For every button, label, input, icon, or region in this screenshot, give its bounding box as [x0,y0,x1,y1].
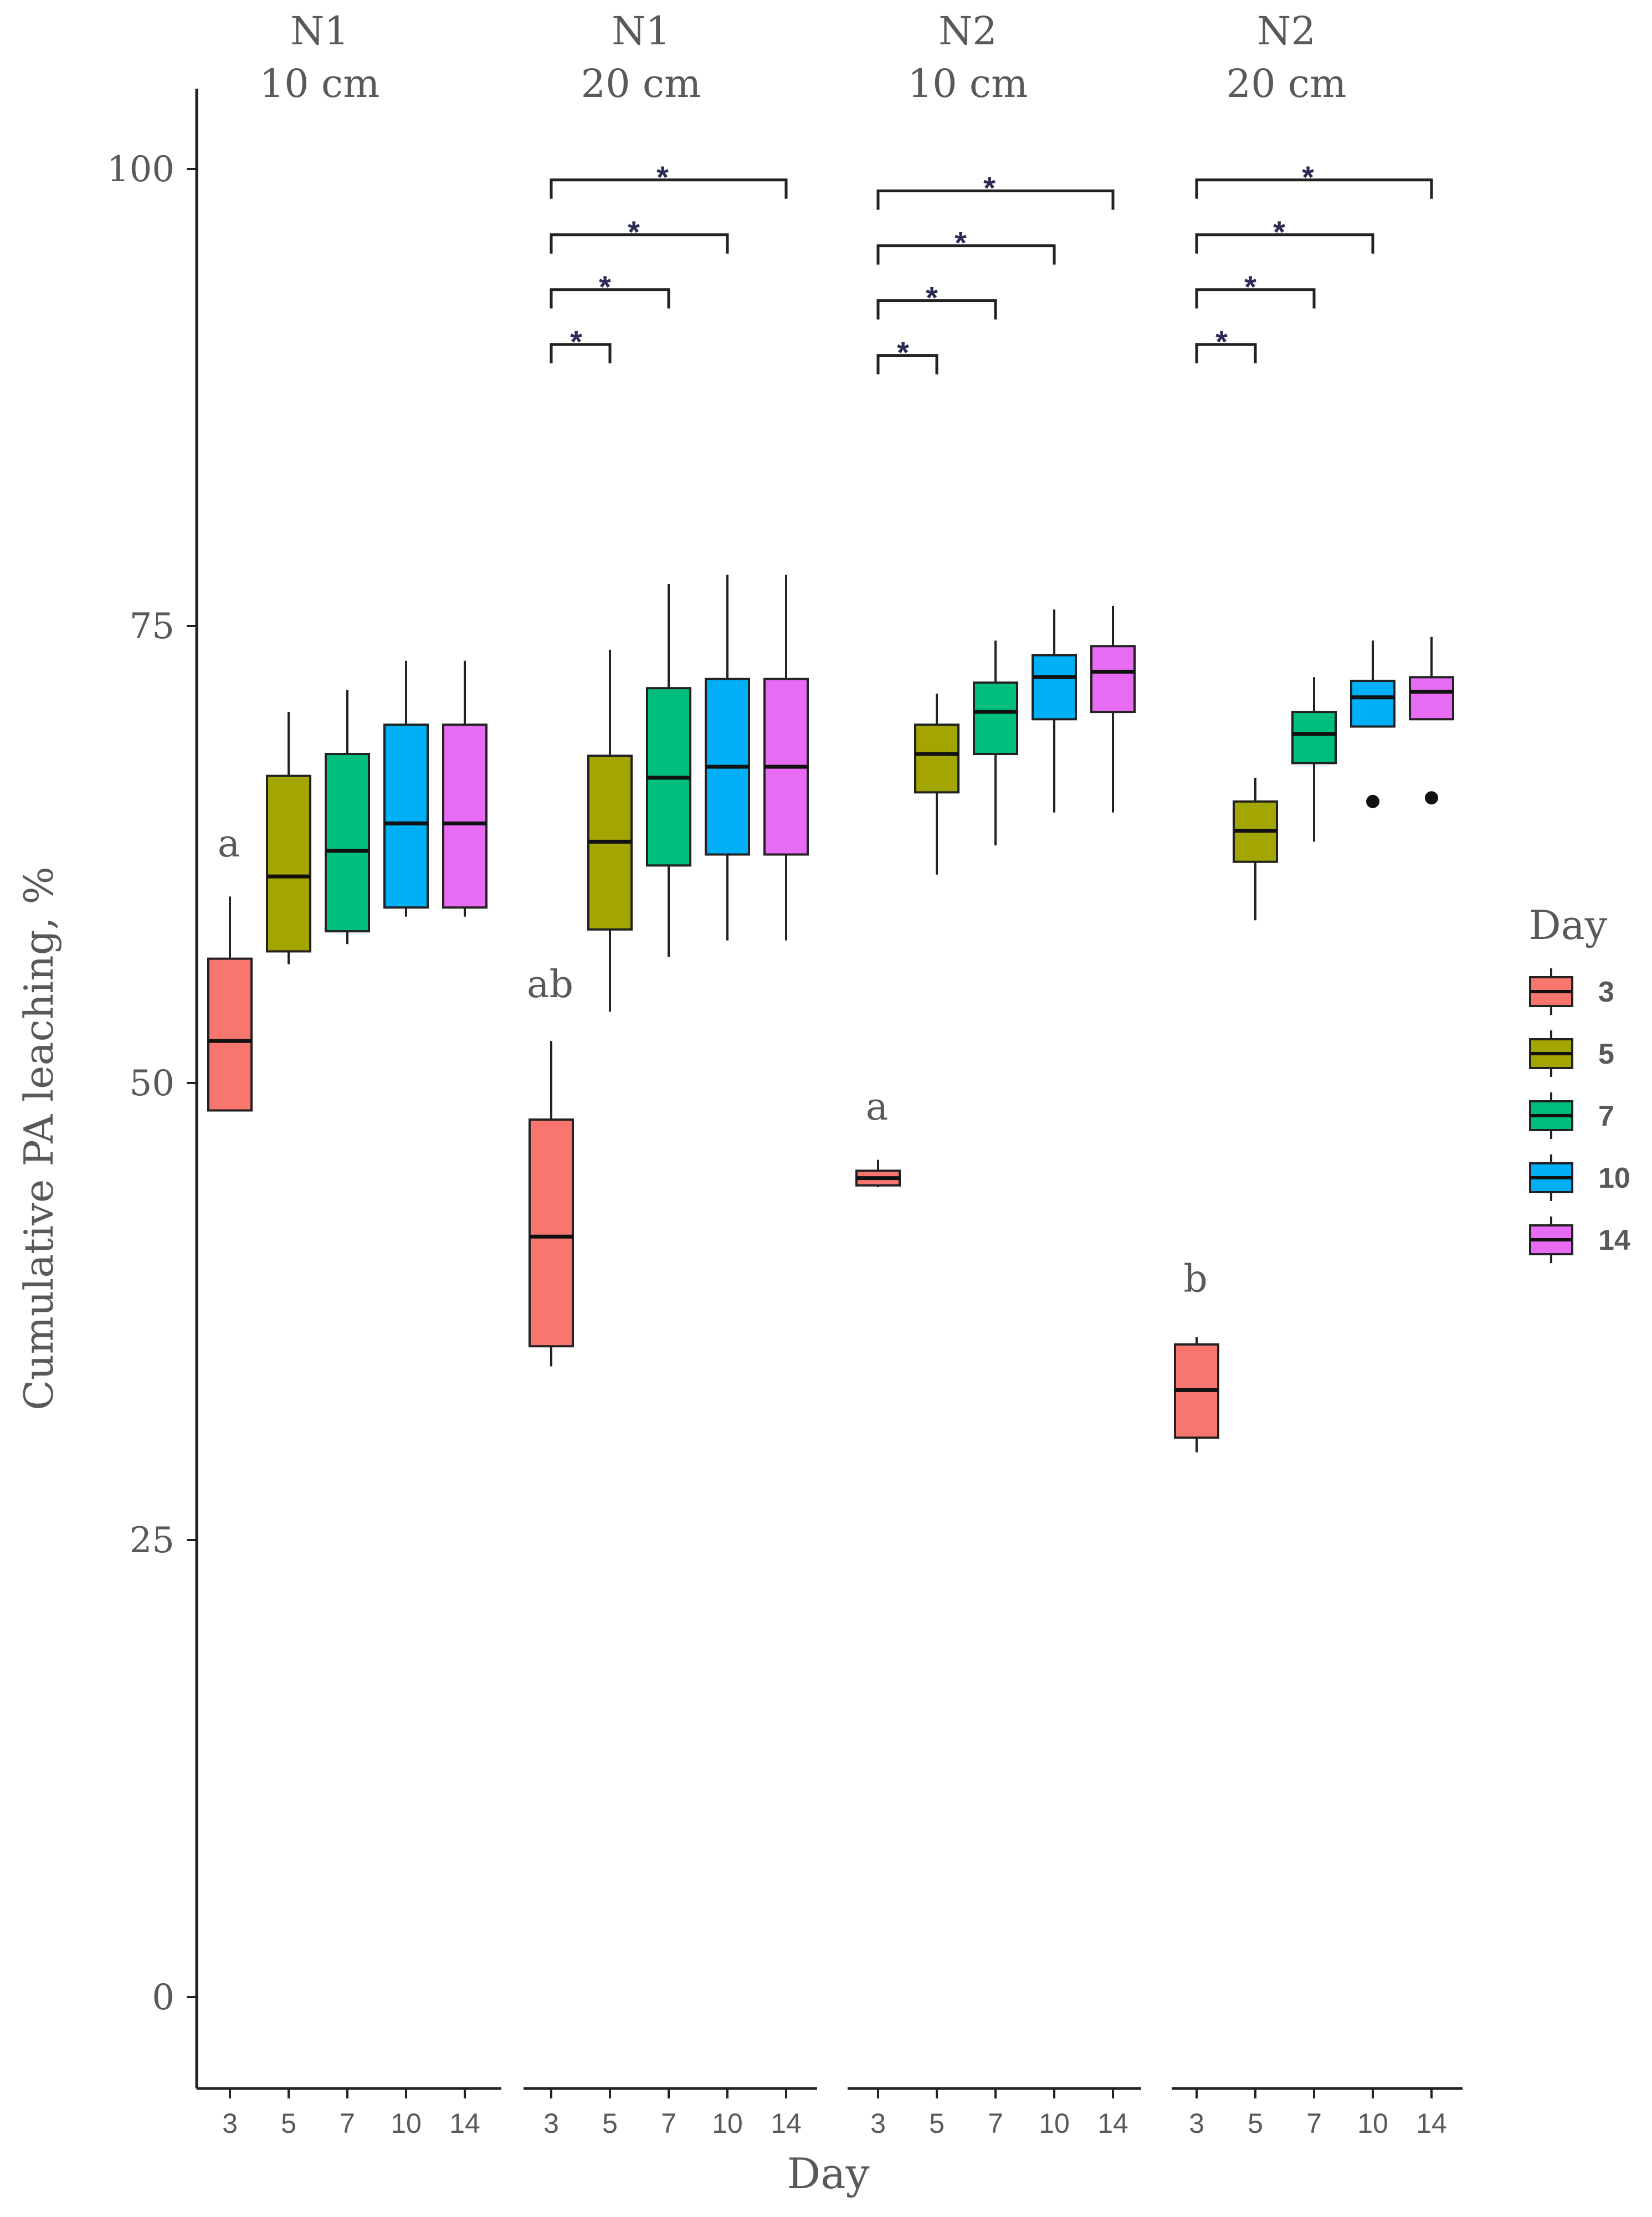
box-day-7 [973,681,1018,756]
significance-star: * [955,225,967,260]
boxplots [207,574,1454,1453]
bracket [876,189,1115,210]
x-tick-label: 14 [1097,2108,1128,2139]
panel-title-line1: N1 [612,8,670,54]
x-tick-label: 10 [391,2108,422,2139]
y-tick-label: 50 [130,1063,175,1104]
box-day-10 [383,723,429,909]
box-day-14 [1090,645,1136,714]
x-axes: 3 5 7 10 14 3 5 7 10 14 3 5 7 10 14 3 5 7 10 14 [197,2087,1463,2139]
box-day-3 [529,1118,574,1348]
bracket [876,299,997,320]
significance-star: * [656,160,669,194]
bracket [876,354,938,374]
significance-star: * [570,324,582,359]
x-tick-label: 5 [929,2108,945,2139]
bracket [550,343,612,363]
significance-brackets: * * * * * * * * * * * * [550,160,1433,374]
legend: Day 3 5 7 10 14 [1529,902,1630,1263]
x-tick-label: 10 [712,2108,743,2139]
legend-title: Day [1529,902,1608,948]
x-tick-label: 7 [340,2108,355,2139]
legend-label: 3 [1598,976,1614,1008]
group-letter: b [1183,1257,1208,1301]
y-tick-label: 0 [152,1977,175,2018]
box-day-10 [1350,680,1396,728]
box-day-7 [1291,711,1337,764]
outlier-point [1366,794,1379,808]
significance-star: * [983,171,996,206]
y-axis: 0 25 50 75 100 [107,89,198,2088]
x-tick-label: 10 [1357,2108,1388,2139]
y-axis-title: Cumulative PA leaching, % [16,866,62,1410]
x-tick-label: 5 [602,2108,618,2139]
group-letter: a [866,1085,889,1129]
y-tick-label: 100 [107,149,175,190]
x-tick-label: 7 [988,2108,1003,2139]
box-day-5 [266,774,311,953]
x-tick-label: 3 [1189,2108,1204,2139]
significance-star: * [1273,214,1285,249]
panel-title-line1: N1 [290,8,349,54]
x-tick-label: 14 [449,2108,480,2139]
x-tick-label: 3 [870,2108,886,2139]
x-tick-label: 5 [281,2108,296,2139]
bracket [550,288,670,309]
bracket [550,233,729,254]
legend-label: 5 [1598,1038,1614,1070]
x-tick-label: 14 [771,2108,802,2139]
x-tick-label: 10 [1039,2108,1070,2139]
x-axis-title: Day [787,2149,869,2198]
significance-star: * [926,280,938,315]
box-day-14 [442,723,488,909]
significance-star: * [599,269,611,304]
legend-label: 7 [1598,1100,1614,1132]
box-day-5 [914,723,960,794]
bracket [1195,233,1374,254]
panel-title-line2: 20 cm [1227,61,1347,106]
x-tick-label: 7 [661,2108,676,2139]
legend-label: 14 [1598,1224,1630,1256]
panel-title-line2: 10 cm [908,61,1028,106]
legend-label: 10 [1598,1162,1630,1194]
bracket [1195,288,1316,309]
group-letter: a [218,822,240,866]
significance-star: * [897,335,909,370]
bracket [1195,343,1257,363]
bracket [1195,178,1433,199]
panel-title-line2: 20 cm [581,61,701,106]
group-letter: ab [527,963,573,1007]
x-tick-label: 7 [1306,2108,1322,2139]
box-day-7 [325,753,370,933]
panel-title-line2: 10 cm [260,61,380,106]
x-tick-label: 3 [543,2108,559,2139]
x-tick-label: 14 [1416,2108,1447,2139]
significance-star: * [1302,160,1314,194]
y-tick-label: 75 [130,606,175,647]
box-day-14 [1409,676,1454,721]
box-day-10 [1032,654,1077,721]
panel-titles: N1 10 cm N1 20 cm N2 10 cm N2 20 cm [260,8,1347,106]
panel-title-line1: N2 [1257,8,1316,54]
bracket [550,178,788,199]
x-tick-label: 5 [1248,2108,1263,2139]
significance-star: * [1244,269,1256,304]
y-tick-label: 25 [130,1520,175,1561]
outlier-point [1425,791,1438,805]
panel-title-line1: N2 [938,8,997,54]
significance-star: * [1215,324,1228,359]
significance-star: * [628,214,640,249]
box-day-3 [207,957,253,1112]
bracket [876,244,1056,265]
x-tick-label: 3 [222,2108,238,2139]
